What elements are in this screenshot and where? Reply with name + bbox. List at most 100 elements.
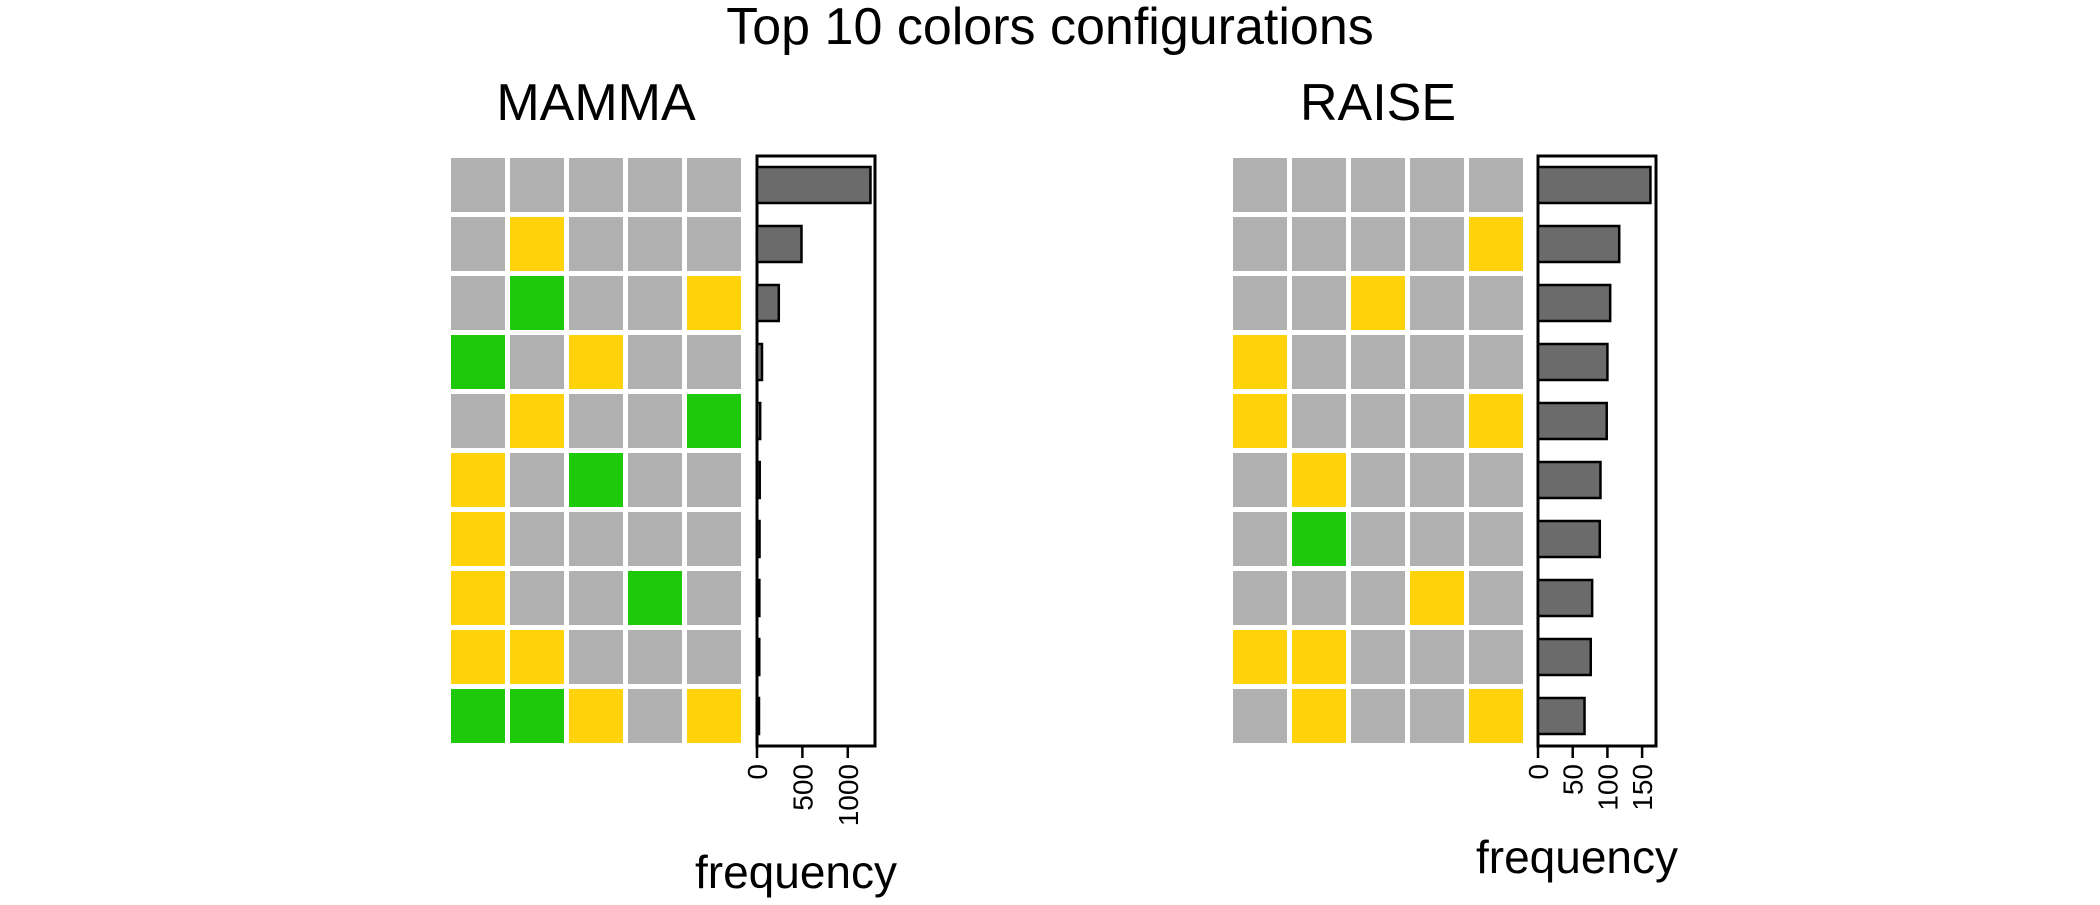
config-cell-gray bbox=[1351, 158, 1405, 212]
config-cell-gray bbox=[1292, 276, 1346, 330]
config-cell-gray bbox=[569, 276, 623, 330]
config-cell-gray bbox=[1292, 335, 1346, 389]
config-cell-gray bbox=[1410, 630, 1464, 684]
config-cell-gray bbox=[1351, 335, 1405, 389]
config-cell-yellow bbox=[1292, 630, 1346, 684]
config-cell-gray bbox=[687, 571, 741, 625]
frequency-bar bbox=[755, 578, 761, 618]
config-cell-gray bbox=[1469, 276, 1523, 330]
frequency-bar bbox=[755, 283, 781, 323]
config-cell-gray bbox=[628, 630, 682, 684]
config-cell-gray bbox=[1410, 453, 1464, 507]
config-cell-gray bbox=[451, 158, 505, 212]
frequency-bar bbox=[755, 460, 761, 500]
config-cell-gray bbox=[1410, 158, 1464, 212]
frequency-bar bbox=[1536, 165, 1652, 205]
config-cell-green bbox=[451, 689, 505, 743]
config-cell-yellow bbox=[451, 630, 505, 684]
config-cell-gray bbox=[1233, 217, 1287, 271]
config-cell-gray bbox=[510, 571, 564, 625]
x-tick-label: 0 bbox=[742, 764, 773, 780]
x-tick-label: 0 bbox=[1523, 764, 1554, 780]
config-cell-gray bbox=[1351, 394, 1405, 448]
config-cell-gray bbox=[687, 158, 741, 212]
config-cell-gray bbox=[510, 158, 564, 212]
config-cell-gray bbox=[687, 630, 741, 684]
config-cell-gray bbox=[1469, 158, 1523, 212]
config-cell-yellow bbox=[451, 571, 505, 625]
config-cell-green bbox=[451, 335, 505, 389]
config-cell-yellow bbox=[1292, 689, 1346, 743]
config-cell-gray bbox=[1410, 394, 1464, 448]
config-cell-gray bbox=[569, 571, 623, 625]
x-tick-label: 100 bbox=[1592, 764, 1623, 811]
panel-title: MAMMA bbox=[496, 74, 696, 132]
config-cell-gray bbox=[687, 512, 741, 566]
frequency-bar bbox=[755, 637, 761, 677]
panel-title: RAISE bbox=[1300, 74, 1456, 132]
frequency-bar bbox=[755, 401, 762, 441]
frequency-bar bbox=[755, 224, 803, 264]
config-cell-gray bbox=[687, 217, 741, 271]
config-cell-green bbox=[1292, 512, 1346, 566]
config-cell-green bbox=[510, 276, 564, 330]
config-cell-yellow bbox=[687, 689, 741, 743]
config-cell-yellow bbox=[1410, 571, 1464, 625]
config-cell-gray bbox=[628, 689, 682, 743]
plot-frame bbox=[755, 154, 877, 748]
frequency-bar bbox=[1536, 401, 1608, 441]
x-axis-label: frequency bbox=[695, 846, 897, 898]
config-cell-yellow bbox=[510, 217, 564, 271]
config-cell-gray bbox=[1351, 630, 1405, 684]
config-cell-green bbox=[687, 394, 741, 448]
config-cell-yellow bbox=[569, 335, 623, 389]
config-cell-gray bbox=[510, 512, 564, 566]
config-cell-yellow bbox=[1469, 394, 1523, 448]
config-cell-gray bbox=[1233, 453, 1287, 507]
config-cell-gray bbox=[451, 394, 505, 448]
config-cell-gray bbox=[1351, 571, 1405, 625]
config-cell-yellow bbox=[1292, 453, 1346, 507]
config-cell-gray bbox=[1233, 276, 1287, 330]
config-cell-green bbox=[569, 453, 623, 507]
frequency-bar bbox=[1536, 696, 1586, 736]
config-cell-gray bbox=[1351, 217, 1405, 271]
config-cell-gray bbox=[687, 335, 741, 389]
plot-frame bbox=[1536, 154, 1658, 748]
config-cell-gray bbox=[1469, 630, 1523, 684]
config-cell-gray bbox=[510, 335, 564, 389]
config-cell-yellow bbox=[569, 689, 623, 743]
config-cell-yellow bbox=[1233, 335, 1287, 389]
config-cell-yellow bbox=[510, 630, 564, 684]
frequency-bar bbox=[755, 696, 761, 736]
config-cell-gray bbox=[1233, 512, 1287, 566]
config-cell-gray bbox=[628, 158, 682, 212]
frequency-bar bbox=[1536, 224, 1621, 264]
config-cell-gray bbox=[1233, 158, 1287, 212]
config-cell-yellow bbox=[1469, 689, 1523, 743]
chart-title: Top 10 colors configurations bbox=[726, 0, 1374, 56]
x-tick-label: 500 bbox=[787, 764, 818, 811]
config-cell-gray bbox=[1351, 453, 1405, 507]
config-cell-gray bbox=[569, 394, 623, 448]
config-cell-yellow bbox=[451, 453, 505, 507]
config-cell-gray bbox=[1469, 512, 1523, 566]
config-cell-gray bbox=[628, 512, 682, 566]
config-cell-gray bbox=[1292, 217, 1346, 271]
config-cell-gray bbox=[1351, 689, 1405, 743]
frequency-bar bbox=[755, 342, 764, 382]
config-cell-green bbox=[628, 571, 682, 625]
config-cell-gray bbox=[628, 453, 682, 507]
config-cell-gray bbox=[569, 512, 623, 566]
x-tick-label: 1000 bbox=[833, 764, 864, 826]
frequency-bar bbox=[755, 165, 872, 205]
x-tick-label: 50 bbox=[1558, 764, 1589, 795]
config-cell-gray bbox=[1410, 276, 1464, 330]
config-cell-gray bbox=[1292, 158, 1346, 212]
config-cell-gray bbox=[628, 394, 682, 448]
frequency-bar bbox=[1536, 460, 1602, 500]
x-axis-label: frequency bbox=[1476, 831, 1678, 883]
config-cell-gray bbox=[1469, 571, 1523, 625]
frequency-bar bbox=[1536, 637, 1593, 677]
